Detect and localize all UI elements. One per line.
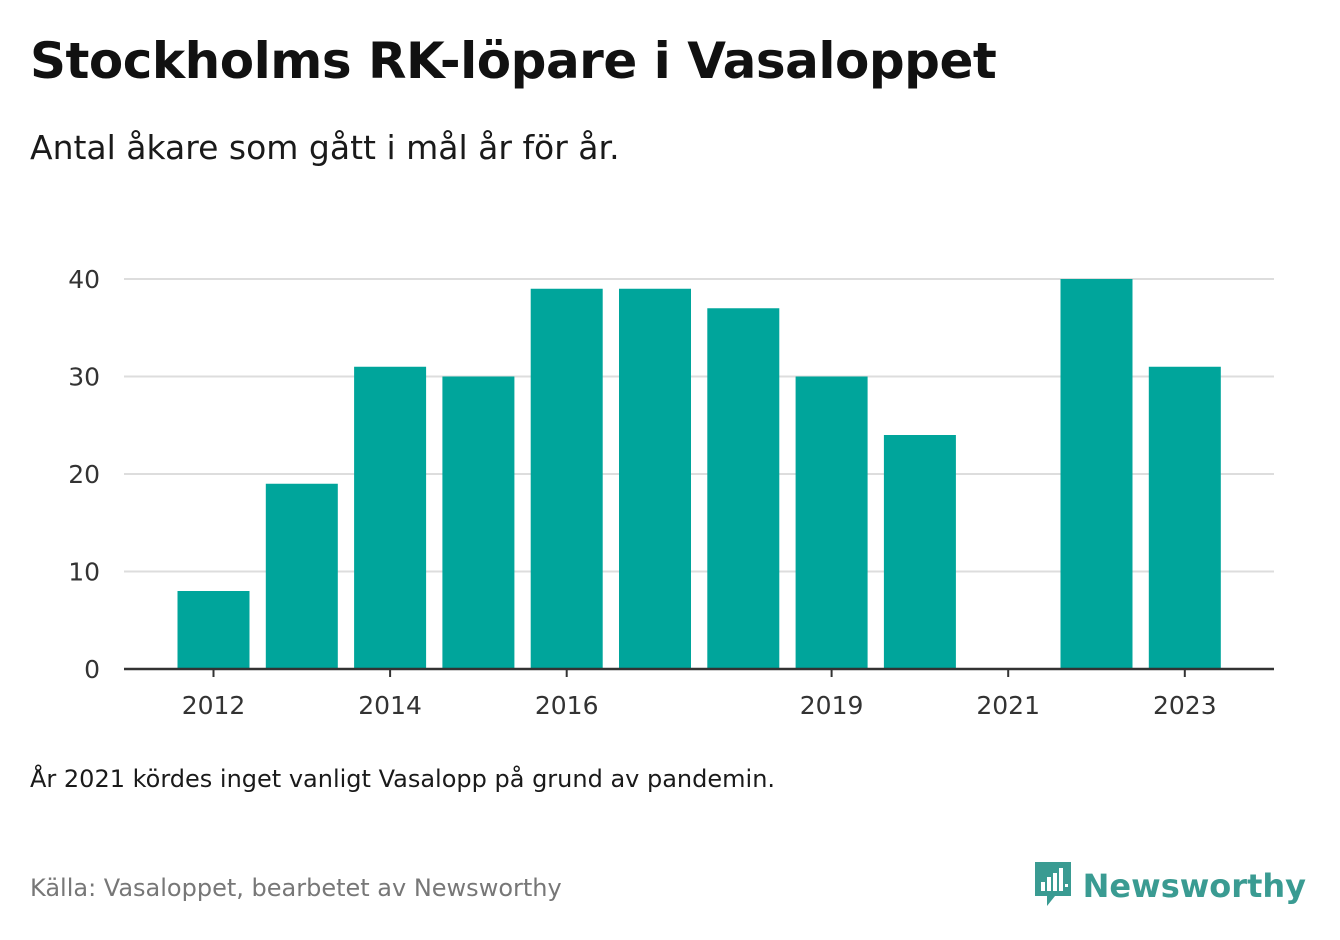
y-tick-label: 30: [68, 363, 100, 392]
chart-subtitle: Antal åkare som gått i mål år för år.: [30, 128, 620, 167]
bar-2023: [1148, 366, 1221, 669]
brand-logo: Newsworthy: [1033, 860, 1306, 912]
bar-2016: [530, 288, 603, 669]
bar-2019: [795, 376, 868, 669]
y-tick-label: 40: [68, 265, 100, 294]
x-tick-label: 2023: [1153, 691, 1217, 720]
x-tick-label: 2021: [976, 691, 1040, 720]
bar-chart: 0 10 20 30 40 2012 2014 2016 2019 2021 2023: [68, 265, 1274, 720]
bar-2017: [619, 288, 691, 669]
brand-name: Newsworthy: [1082, 867, 1306, 905]
bar-chart-speech-bubble-icon: [1033, 860, 1073, 912]
x-tick-label: 2019: [800, 691, 864, 720]
y-tick-label: 10: [68, 558, 100, 587]
bar-2022: [1060, 279, 1133, 669]
axes: 0 10 20 30 40 2012 2014 2016 2019 2021 2023: [68, 265, 1274, 720]
y-tick-label: 0: [84, 655, 100, 684]
x-tick-label: 2016: [535, 691, 599, 720]
bar-2015: [442, 376, 515, 669]
bar-2018: [707, 308, 780, 669]
y-tick-label: 20: [68, 460, 100, 489]
bar-2014: [354, 366, 427, 669]
source-text: Källa: Vasaloppet, bearbetet av Newswort…: [30, 874, 562, 902]
bar-2020: [883, 435, 956, 669]
bar-2012: [177, 591, 250, 669]
chart-title: Stockholms RK-löpare i Vasaloppet: [30, 32, 997, 90]
x-tick-label: 2012: [182, 691, 246, 720]
x-tick-label: 2014: [358, 691, 422, 720]
bars: [177, 279, 1221, 669]
chart-note: År 2021 kördes inget vanligt Vasalopp på…: [30, 765, 776, 793]
bar-2013: [265, 483, 338, 669]
